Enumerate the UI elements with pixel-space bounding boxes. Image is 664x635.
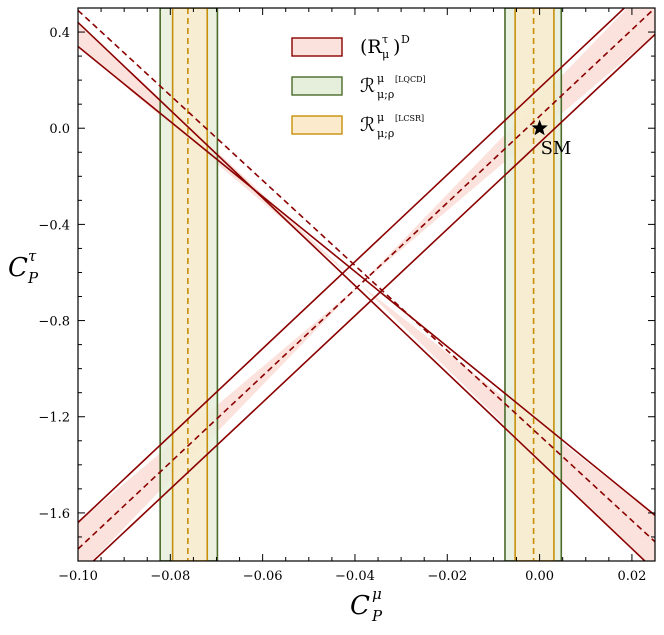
axis-ticks bbox=[77, 7, 656, 562]
y-tick-label: −1.6 bbox=[38, 507, 70, 522]
red-band-edge-4 bbox=[92, 33, 655, 561]
legend-label-sub: μ bbox=[382, 48, 389, 61]
y-axis-title-sup: τ bbox=[28, 247, 37, 265]
x-tick-label: 0.00 bbox=[525, 569, 554, 584]
y-tick-label: −0.4 bbox=[38, 218, 70, 233]
legend: (R τμ) Dℛ μμ;ρ[LQCD]ℛ μμ;ρ[LCSR] bbox=[291, 33, 426, 140]
legend-swatch-red bbox=[291, 37, 343, 57]
y-axis-title-sub: P bbox=[27, 269, 39, 287]
legend-label-sub: μ;ρ bbox=[377, 88, 394, 101]
legend-swatch-lqcd bbox=[291, 76, 343, 96]
annotations: SM bbox=[541, 138, 572, 159]
red-central-line-1 bbox=[78, 9, 655, 543]
legend-label-tag: [LQCD] bbox=[395, 75, 426, 84]
y-tick-label: −1.2 bbox=[38, 411, 70, 426]
legend-label-tag: [LCSR] bbox=[395, 114, 424, 123]
red-central-line-2 bbox=[78, 8, 655, 550]
y-axis-title: C bbox=[8, 253, 28, 283]
x-axis-title-sub: P bbox=[371, 607, 383, 625]
x-axis-title: C bbox=[350, 591, 370, 621]
x-tick-label: −0.06 bbox=[243, 569, 283, 584]
y-tick-label: 0.0 bbox=[49, 122, 70, 137]
x-axis-title-sup: μ bbox=[372, 585, 382, 603]
sm-star-marker bbox=[531, 119, 548, 136]
x-tick-label: −0.04 bbox=[335, 569, 375, 584]
axis-titles: C PμC Pτ bbox=[8, 247, 383, 625]
vband-lcsr-1 bbox=[171, 8, 209, 561]
legend-swatch-lcsr bbox=[291, 115, 343, 135]
legend-label-main: ℛ bbox=[360, 114, 375, 136]
x-tick-label: −0.10 bbox=[58, 569, 98, 584]
plot-frame bbox=[77, 7, 656, 562]
legend-label-main: (R bbox=[360, 36, 382, 58]
x-tick-label: 0.02 bbox=[617, 569, 646, 584]
legend-label-sup: μ bbox=[377, 72, 384, 85]
vband-lcsr-3 bbox=[514, 8, 555, 561]
x-tick-label: −0.08 bbox=[150, 569, 190, 584]
plot-area bbox=[78, 8, 655, 561]
legend-label-sup: μ bbox=[377, 111, 384, 124]
legend-label-sup: τ bbox=[382, 33, 388, 46]
legend-label-main: ℛ bbox=[360, 75, 375, 97]
legend-label-sub: μ;ρ bbox=[377, 127, 394, 140]
sm-label: SM bbox=[541, 138, 572, 159]
red-band-edge-2 bbox=[78, 45, 655, 516]
legend-label-outer-sup: D bbox=[401, 33, 410, 46]
red-band-edge-3 bbox=[78, 8, 626, 524]
y-tick-label: 0.4 bbox=[49, 26, 70, 41]
tick-labels: −0.10 −0.08 −0.06 −0.04 −0.02 0.00 0.02 0.4 0.0 −… bbox=[38, 26, 646, 584]
legend-label-close: ) bbox=[393, 36, 400, 58]
x-tick-label: −0.02 bbox=[427, 569, 467, 584]
red-band-edge-1 bbox=[78, 21, 647, 561]
y-tick-label: −0.8 bbox=[38, 315, 70, 330]
